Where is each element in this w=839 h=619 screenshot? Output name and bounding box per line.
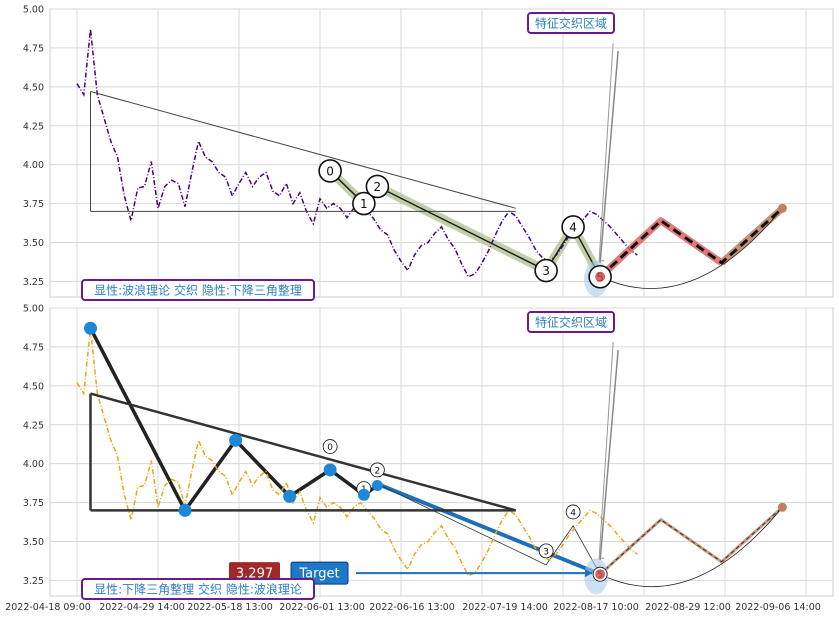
top-y-tick-label: 4.75 — [23, 43, 44, 54]
x-tick-label: 2022-08-17 10:00 — [553, 602, 639, 613]
projection-dashed — [599, 207, 784, 278]
bottom-footer-label: 显性:下降三角整理 交织 隐性:波浪理论 — [94, 582, 302, 597]
bottom-y-tick-label: 4.25 — [23, 420, 44, 431]
bottom-wave-point-marker — [565, 504, 581, 520]
x-tick-label: 2022-04-18 09:00 — [5, 602, 91, 613]
top-arc — [599, 208, 783, 289]
top-wave-point-marker — [561, 215, 585, 239]
top-wave-point-label: 3 — [542, 264, 550, 278]
bottom-plot-area — [49, 307, 834, 597]
bottom-wave-point-label: 3 — [543, 547, 549, 557]
top-annotation-label: 特征交织区域 — [535, 16, 607, 31]
top-wave-point-marker — [534, 258, 558, 283]
pivot-dot — [371, 479, 383, 491]
top-y-tick-label: 3.50 — [23, 238, 44, 249]
top-annotation-arrow — [599, 50, 619, 263]
top-wave-point-label: 2 — [374, 180, 382, 194]
bottom-wave-point-label: 0 — [327, 443, 333, 453]
x-tick-label: 2022-07-19 14:00 — [462, 602, 548, 613]
bottom-panel: 3.253.503.754.004.254.504.755.000123453.… — [23, 304, 834, 600]
x-tick-label: 2022-05-18 13:00 — [187, 602, 273, 613]
pivot-dot — [323, 463, 337, 477]
top-target-dot — [595, 271, 606, 282]
bottom-annotation-label: 特征交织区域 — [535, 315, 607, 330]
bottom-y-tick-label: 4.75 — [23, 342, 44, 353]
bottom-y-tick-label: 3.50 — [23, 537, 44, 548]
pivot-dot — [84, 321, 97, 335]
top-plot-area — [49, 8, 834, 298]
pivot-dot — [229, 433, 243, 447]
bottom-wave-point-label: 2 — [375, 466, 381, 476]
top-panel: 3.253.503.754.004.254.504.755.00012345特征… — [23, 5, 834, 301]
top-wave-point-label: 4 — [569, 220, 577, 234]
top-footer-label: 显性:波浪理论 交织 隐性:下降三角整理 — [94, 283, 302, 298]
x-tick-label: 2022-08-29 12:00 — [645, 602, 731, 613]
top-annotation-box — [527, 12, 615, 34]
bottom-y-tick-label: 3.75 — [23, 498, 44, 509]
bottom-wave-point-marker — [538, 543, 554, 559]
top-wave-point-marker — [318, 159, 342, 183]
x-axis: 2022-04-18 09:00 2022-04-29 14:00 2022-05-… — [5, 602, 821, 613]
top-wave-point-label: 1 — [360, 197, 368, 211]
bottom-projection-end-dot — [777, 502, 787, 512]
top-wave-point-label: 0 — [326, 164, 334, 178]
bottom-wave-point-label: 4 — [570, 508, 576, 518]
x-tick-label: 2022-06-16 13:00 — [369, 602, 455, 613]
top-annotation-arrow-outline — [598, 42, 614, 262]
bottom-annotation-arrow-outline — [598, 341, 614, 559]
target-box-label: Target — [298, 567, 339, 582]
bottom-target-dot — [595, 569, 606, 580]
bottom-footer-box — [81, 578, 315, 600]
top-y-tick-label: 4.50 — [23, 82, 44, 93]
top-y-tick-label: 3.75 — [23, 199, 44, 210]
top-footer-box — [81, 279, 315, 301]
top-triangle-line — [90, 91, 516, 209]
x-tick-label: 2022-06-01 13:00 — [279, 602, 365, 613]
blue-wave-line — [376, 482, 601, 577]
wave-thin-line — [377, 483, 601, 575]
top-wave-point-marker — [365, 174, 390, 199]
bottom-arc — [599, 507, 783, 587]
x-tick-label: 2022-04-29 14:00 — [99, 602, 185, 613]
projection-dashed — [599, 506, 783, 575]
top-y-tick-label: 4.00 — [23, 160, 44, 171]
top-projection-end-dot — [777, 203, 787, 213]
bottom-y-tick-label: 4.50 — [23, 381, 44, 392]
bottom-price-series — [76, 328, 638, 577]
pivot-dot — [357, 488, 370, 501]
top-wave-point-marker — [352, 191, 376, 216]
price-box-label: 3.297 — [236, 567, 273, 582]
bottom-y-tick-label: 3.25 — [23, 576, 44, 587]
bottom-annotation-box — [527, 311, 615, 333]
bottom-triangle-line — [90, 392, 517, 512]
bottom-y-tick-label: 4.00 — [23, 459, 44, 470]
pivot-dot — [178, 503, 192, 517]
top-y-tick-label: 4.25 — [23, 121, 44, 132]
bottom-wave-point-marker — [369, 462, 385, 478]
bottom-wave-point-marker — [322, 439, 338, 454]
x-tick-label: 2022-09-06 14:00 — [735, 602, 821, 613]
top-y-tick-label: 3.25 — [23, 277, 44, 288]
bottom-annotation-arrow — [599, 349, 619, 561]
target-arrowhead — [585, 569, 593, 578]
top-y-tick-label: 5.00 — [23, 5, 44, 16]
bottom-y-tick-label: 5.00 — [23, 304, 44, 315]
pivot-dot — [283, 489, 297, 503]
